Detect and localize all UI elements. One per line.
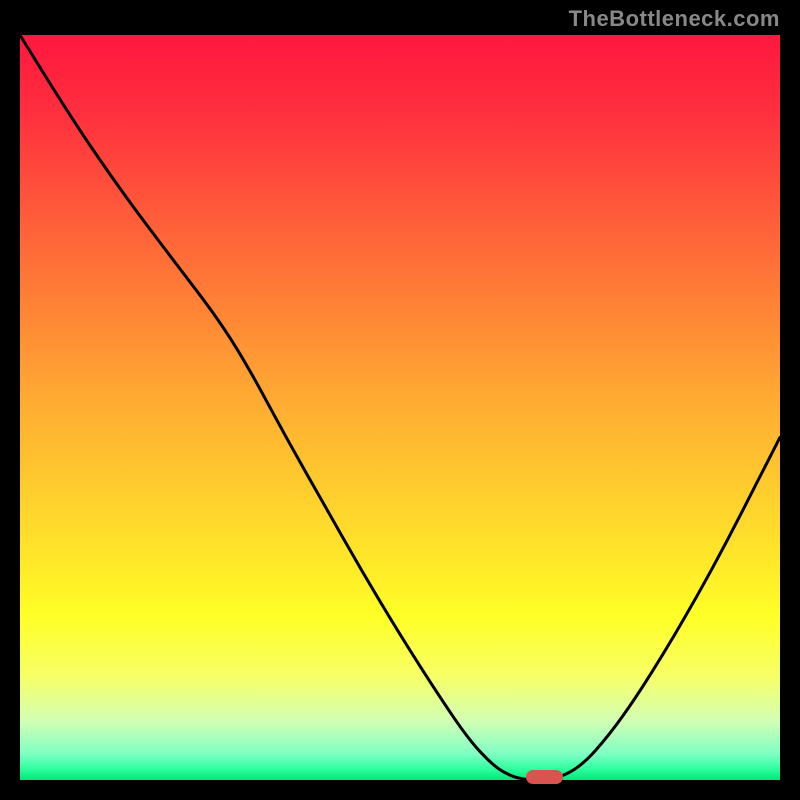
bottleneck-curve — [20, 35, 780, 780]
plot-area — [20, 35, 780, 780]
minimum-marker — [526, 770, 562, 785]
watermark-text: TheBottleneck.com — [569, 6, 780, 32]
